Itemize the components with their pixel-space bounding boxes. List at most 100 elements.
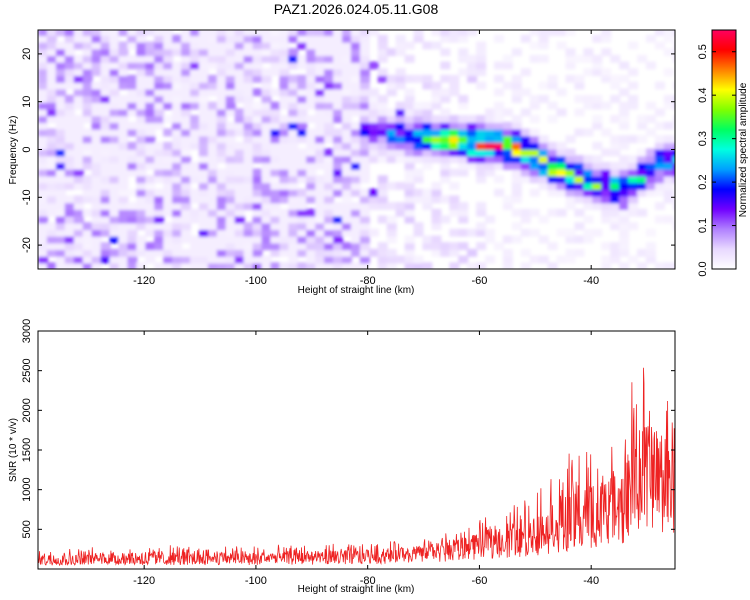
heatmap-cell	[172, 155, 183, 164]
heatmap-cell	[601, 255, 612, 264]
heatmap-cell	[91, 228, 102, 237]
heatmap-cell	[38, 155, 49, 164]
heatmap-cell	[672, 81, 675, 90]
heatmap-cell	[207, 41, 218, 50]
heatmap-cell	[190, 188, 201, 197]
heatmap-cell	[207, 222, 218, 231]
heatmap-cell	[261, 161, 272, 170]
heatmap-cell	[413, 255, 424, 264]
heatmap-cell	[306, 228, 317, 237]
heatmap-cell	[315, 121, 326, 130]
heatmap-cell	[359, 61, 370, 70]
spectrogram-y-axis-label: Frequency (Hz)	[8, 116, 19, 185]
heatmap-cell	[154, 141, 165, 150]
heatmap-cell	[601, 242, 612, 251]
heatmap-cell	[163, 148, 174, 157]
heatmap-cell	[288, 88, 299, 97]
heatmap-cell	[100, 95, 111, 103]
heatmap-cell	[565, 248, 576, 257]
heatmap-cell	[440, 30, 451, 36]
heatmap-cell	[333, 115, 344, 123]
heatmap-cell	[91, 208, 102, 217]
heatmap-cell	[261, 54, 272, 63]
heatmap-cell	[610, 222, 621, 231]
heatmap-cell	[181, 255, 192, 264]
heatmap-cell	[350, 155, 361, 164]
heatmap-cell	[46, 141, 57, 150]
heatmap-cell	[377, 255, 388, 264]
heatmap-cell	[359, 81, 370, 90]
heatmap-cell	[592, 115, 603, 123]
heatmap-cell	[467, 121, 478, 130]
heatmap-cell	[252, 195, 263, 204]
heatmap-cell	[181, 95, 192, 103]
heatmap-cell	[601, 215, 612, 224]
heatmap-cell	[288, 262, 299, 269]
heatmap-cell	[458, 48, 469, 57]
heatmap-cell	[511, 182, 522, 190]
heatmap-cell	[342, 168, 353, 177]
heatmap-cell	[172, 222, 183, 231]
heatmap-cell	[395, 81, 406, 90]
heatmap-cell	[449, 74, 460, 83]
heatmap-cell	[395, 141, 406, 150]
heatmap-cell	[127, 121, 138, 130]
heatmap-cell	[181, 141, 192, 150]
heatmap-cell	[55, 101, 66, 110]
heatmap-cell	[216, 88, 227, 97]
heatmap-cell	[485, 128, 496, 137]
heatmap-cell	[288, 128, 299, 137]
heatmap-cell	[413, 262, 424, 269]
heatmap-cell	[109, 61, 120, 70]
heatmap-cell	[520, 228, 531, 237]
heatmap-cell	[64, 262, 75, 269]
heatmap-cell	[645, 168, 656, 177]
heatmap-cell	[38, 208, 49, 217]
heatmap-cell	[476, 228, 487, 237]
heatmap-cell	[350, 68, 361, 77]
heatmap-cell	[73, 101, 84, 110]
heatmap-cell	[172, 141, 183, 150]
heatmap-cell	[261, 48, 272, 57]
heatmap-cell	[46, 208, 57, 217]
heatmap-cell	[315, 215, 326, 224]
heatmap-cell	[547, 175, 558, 184]
heatmap-cell	[637, 182, 648, 190]
heatmap-cell	[127, 108, 138, 117]
heatmap-cell	[207, 141, 218, 150]
heatmap-cell	[342, 161, 353, 170]
y-tick-label: 2500	[21, 358, 33, 382]
heatmap-cell	[216, 228, 227, 237]
heatmap-cell	[511, 168, 522, 177]
heatmap-cell	[663, 95, 674, 103]
heatmap-cell	[654, 155, 665, 164]
heatmap-cell	[610, 255, 621, 264]
heatmap-cell	[333, 228, 344, 237]
heatmap-cell	[145, 101, 156, 110]
heatmap-cell	[574, 195, 585, 204]
heatmap-cell	[163, 95, 174, 103]
heatmap-cell	[252, 202, 263, 210]
heatmap-cell	[270, 34, 281, 43]
heatmap-cell	[404, 74, 415, 83]
heatmap-cell	[395, 135, 406, 144]
heatmap-cell	[297, 242, 308, 251]
heatmap-cell	[672, 101, 675, 110]
heatmap-cell	[234, 108, 245, 117]
heatmap-cell	[181, 195, 192, 204]
heatmap-cell	[502, 202, 513, 210]
heatmap-cell	[556, 168, 567, 177]
heatmap-cell	[163, 128, 174, 137]
heatmap-cell	[91, 215, 102, 224]
heatmap-cell	[270, 175, 281, 184]
heatmap-cell	[386, 215, 397, 224]
heatmap-cell	[306, 235, 317, 244]
heatmap-cell	[663, 68, 674, 77]
heatmap-cell	[136, 215, 147, 224]
heatmap-cell	[637, 115, 648, 123]
heatmap-cell	[38, 148, 49, 157]
heatmap-cell	[279, 68, 290, 77]
heatmap-cell	[440, 195, 451, 204]
heatmap-cell	[279, 262, 290, 269]
